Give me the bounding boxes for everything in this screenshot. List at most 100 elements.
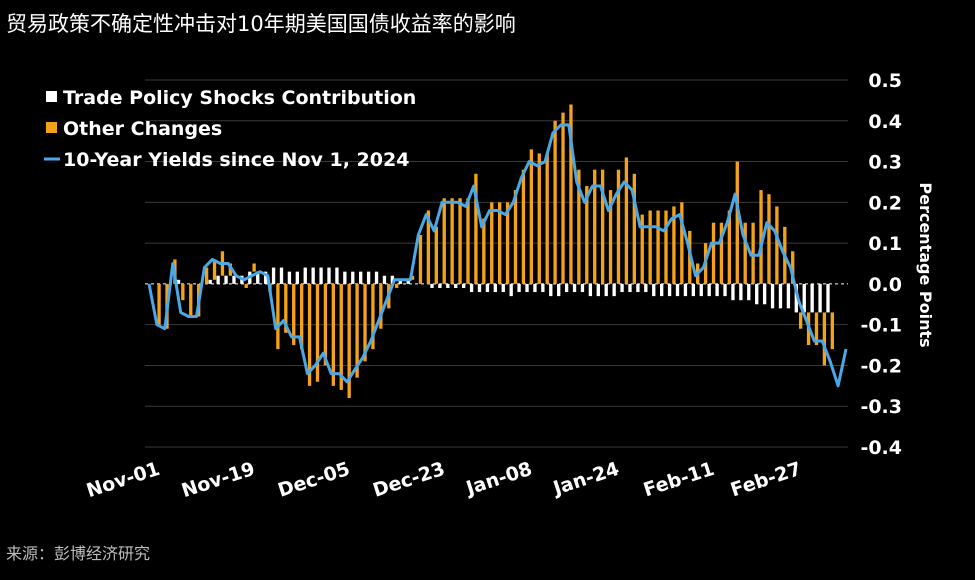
other-changes-bar (418, 234, 423, 284)
trade-shock-bar (232, 275, 236, 284)
x-tick-label: Jan-24 (549, 458, 622, 500)
trade-shock-bar (295, 271, 299, 284)
other-changes-bar (490, 202, 494, 284)
trade-shock-bar (263, 271, 268, 284)
other-changes-bar (395, 283, 399, 288)
other-changes-bar (315, 283, 320, 382)
other-changes-bar (640, 214, 644, 284)
x-tick-label: Dec-23 (370, 458, 447, 502)
other-changes-bar (292, 283, 296, 346)
x-tick-label: Dec-05 (275, 458, 352, 502)
trade-shock-bar (660, 283, 664, 297)
chart-title: 贸易政策不确定性冲击对10年期美国国债收益率的影响 (6, 12, 516, 36)
trade-shock-bar (810, 283, 814, 313)
other-changes-bar (482, 218, 486, 284)
y-tick-label: 0.2 (868, 192, 902, 214)
line-layer (147, 123, 848, 388)
trade-shock-bar (469, 283, 474, 293)
other-changes-bar (751, 222, 755, 284)
other-changes-bar (189, 283, 193, 317)
legend-other-label: Other Changes (63, 118, 222, 140)
trade-shock-bar (303, 267, 307, 284)
grid-layer (145, 79, 848, 448)
other-changes-bar (735, 161, 739, 284)
y-tick-label: 0.3 (868, 152, 902, 174)
trade-shock-bar (652, 283, 656, 297)
y-tick-label: -0.1 (860, 315, 902, 337)
trade-shock-bar (612, 283, 616, 297)
other-changes-bar (157, 283, 161, 325)
y-tick-label: -0.4 (860, 437, 902, 459)
trade-shock-bar (517, 283, 521, 293)
other-changes-bar (585, 186, 589, 284)
y-tick-label: 0.0 (868, 274, 902, 296)
trade-shock-bar (454, 283, 458, 288)
y-tick-label: 0.1 (868, 233, 902, 255)
other-changes-bar (331, 283, 335, 386)
trade-shock-bar (794, 283, 798, 313)
other-changes-bar (577, 169, 581, 284)
other-changes-bar (600, 169, 605, 284)
other-changes-bar (379, 283, 383, 329)
trade-shock-bar (382, 275, 387, 284)
trade-shock-bar (224, 275, 228, 284)
y-tick-label: 0.5 (868, 70, 902, 92)
other-changes-bar (814, 312, 819, 346)
other-changes-bar (450, 198, 454, 284)
other-changes-bar (212, 259, 217, 280)
other-changes-bar (791, 251, 795, 284)
other-changes-bar (680, 202, 684, 284)
trade-shock-bar (691, 283, 696, 297)
other-changes-bar (521, 169, 526, 284)
other-changes-bar (775, 206, 779, 284)
trade-shock-bar (770, 283, 775, 309)
trade-shock-bar (667, 283, 672, 297)
x-tick-label: Feb-11 (641, 458, 717, 501)
other-changes-bar (672, 206, 676, 284)
trade-shock-bar (596, 283, 600, 297)
other-changes-bar (307, 283, 312, 386)
other-changes-bar (545, 153, 549, 284)
trade-shock-bar (762, 283, 767, 305)
trade-shock-bar (311, 267, 315, 284)
other-changes-bar (648, 210, 652, 284)
trade-shock-bar (327, 267, 331, 284)
trade-shock-bar (509, 283, 513, 297)
other-changes-bar (529, 149, 534, 284)
other-changes-bar (822, 312, 827, 366)
x-axis: Nov-01 Nov-19 Dec-05 Dec-23 Jan-08 Jan-24 Feb-… (84, 458, 804, 502)
other-changes-bar (284, 283, 288, 333)
other-changes-bar (363, 283, 367, 362)
other-changes-bar (719, 222, 724, 284)
trade-shock-bar (279, 267, 284, 284)
trade-shock-bar (176, 279, 181, 284)
legend-trade-label: Trade Policy Shocks Contribution (63, 87, 416, 109)
other-changes-bar (727, 210, 732, 284)
other-changes-bar (513, 190, 518, 284)
y-tick-label: 0.4 (868, 111, 902, 133)
trade-shock-bar (636, 283, 640, 293)
trade-shock-bar (533, 283, 537, 293)
other-changes-bar (664, 210, 668, 284)
trade-shock-bar (628, 283, 632, 293)
other-changes-bar (434, 226, 438, 284)
other-changes-bar (426, 210, 431, 284)
trade-shock-bar (398, 279, 402, 284)
trade-shock-bar (406, 279, 410, 284)
other-changes-bar (299, 283, 304, 350)
trade-shock-bar (501, 283, 505, 293)
trade-shock-bar (707, 283, 711, 297)
trade-shock-bar (723, 283, 727, 297)
trade-shock-bar (335, 267, 339, 284)
x-tick-label: Feb-27 (728, 458, 804, 501)
other-changes-bar (830, 312, 834, 350)
y-axis-label: Percentage Points (916, 182, 935, 347)
trade-shock-bar (739, 283, 743, 301)
trade-shock-bar (778, 283, 783, 309)
trade-shock-bar (438, 283, 442, 288)
trade-shock-bar (374, 271, 379, 284)
trade-shock-bar (390, 275, 395, 284)
trade-shock-bar (351, 271, 355, 284)
trade-shock-bar (359, 271, 363, 284)
